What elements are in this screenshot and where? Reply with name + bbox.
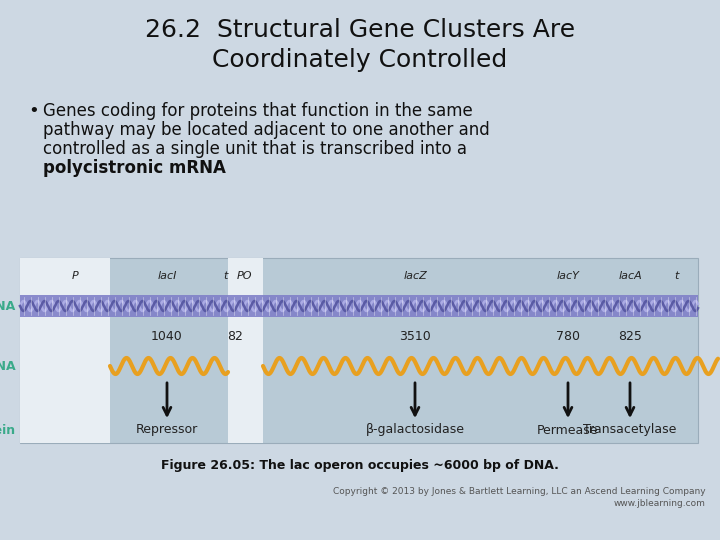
Bar [20, 295, 698, 317]
Text: Transacetylase: Transacetylase [583, 423, 677, 436]
Text: Protein: Protein [0, 423, 16, 436]
Text: 780: 780 [556, 329, 580, 342]
Text: 82: 82 [227, 329, 243, 342]
Text: pathway may be located adjacent to one another and: pathway may be located adjacent to one a… [43, 121, 490, 139]
Text: 825: 825 [618, 329, 642, 342]
Text: PO: PO [236, 271, 252, 281]
Text: lacY: lacY [557, 271, 580, 281]
Text: polycistronic mRNA: polycistronic mRNA [43, 159, 226, 177]
Text: Permease: Permease [537, 423, 599, 436]
Text: 26.2  Structural Gene Clusters Are: 26.2 Structural Gene Clusters Are [145, 18, 575, 42]
Text: lacI: lacI [157, 271, 176, 281]
Bar [20, 258, 110, 443]
Text: P: P [71, 271, 78, 281]
Text: t: t [222, 271, 228, 281]
Bar [228, 258, 263, 443]
Text: DNA: DNA [0, 300, 16, 313]
Text: lacZ: lacZ [403, 271, 427, 281]
Text: Genes coding for proteins that function in the same: Genes coding for proteins that function … [43, 102, 473, 120]
Bar [20, 258, 698, 443]
Text: Figure 26.05: The lac operon occupies ~6000 bp of DNA.: Figure 26.05: The lac operon occupies ~6… [161, 458, 559, 471]
Text: t: t [674, 271, 678, 281]
Text: .: . [174, 159, 180, 177]
Text: Coordinately Controlled: Coordinately Controlled [212, 48, 508, 72]
Text: •: • [28, 102, 39, 120]
Text: mRNA: mRNA [0, 360, 16, 373]
Text: controlled as a single unit that is transcribed into a: controlled as a single unit that is tran… [43, 140, 467, 158]
Text: lacA: lacA [618, 271, 642, 281]
Text: β-galactosidase: β-galactosidase [366, 423, 464, 436]
Text: 3510: 3510 [399, 329, 431, 342]
Text: Repressor: Repressor [136, 423, 198, 436]
Text: 1040: 1040 [151, 329, 183, 342]
Text: Copyright © 2013 by Jones & Bartlett Learning, LLC an Ascend Learning Company
ww: Copyright © 2013 by Jones & Bartlett Lea… [333, 487, 706, 508]
